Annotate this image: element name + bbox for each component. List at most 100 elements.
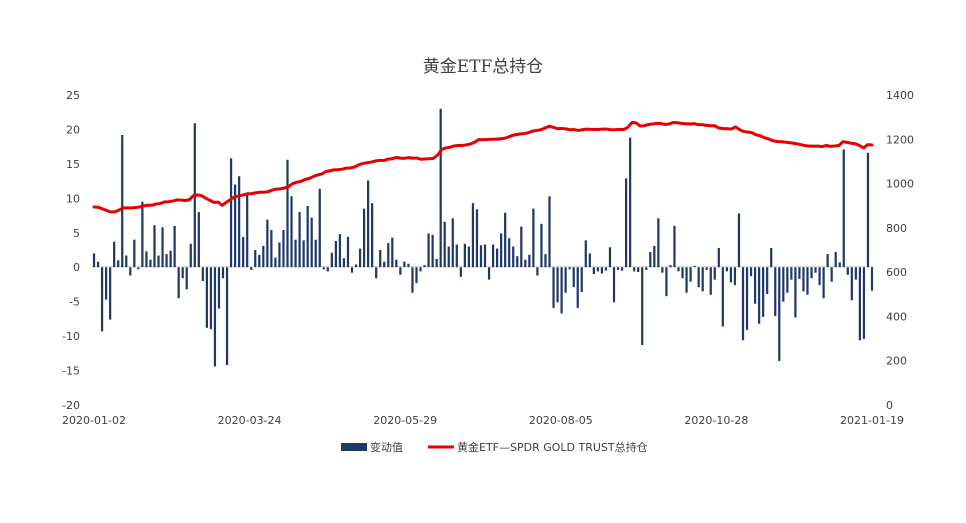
bar-mark <box>254 250 257 268</box>
bar-mark <box>572 267 575 288</box>
bar-mark <box>149 259 152 268</box>
bar-mark <box>415 267 418 284</box>
bar-mark <box>612 267 616 303</box>
bar-mark <box>346 236 350 268</box>
bar-mark <box>145 251 148 268</box>
bar-mark <box>665 267 668 297</box>
bar-mark <box>536 267 539 276</box>
right-axis-tick-label: 200 <box>886 355 907 368</box>
bar-mark <box>407 263 410 268</box>
bar-mark <box>350 267 354 273</box>
left-axis-tick-label: 25 <box>66 89 80 102</box>
bar-mark <box>266 219 269 268</box>
bar-mark <box>778 267 781 361</box>
bar-mark <box>705 267 708 270</box>
bar-mark <box>830 267 833 282</box>
bar-mark <box>100 267 104 332</box>
bar-mark <box>431 234 434 268</box>
bar-mark <box>427 233 430 268</box>
bar-mark <box>455 244 458 268</box>
bar-mark <box>411 267 414 293</box>
bar-mark <box>294 239 297 268</box>
bar-mark <box>399 267 402 275</box>
bar-mark <box>862 267 866 339</box>
bar-mark <box>177 267 180 299</box>
bar-mark <box>242 236 245 268</box>
left-axis-tick-label: -5 <box>69 296 80 309</box>
chart-title: 黄金ETF总持仓 <box>423 57 544 77</box>
bar-mark <box>213 267 217 367</box>
bar-mark <box>794 267 797 318</box>
bar-mark <box>592 267 595 275</box>
bar-mark <box>92 253 96 268</box>
bar-mark <box>500 233 503 268</box>
bar-mark <box>588 253 591 268</box>
bar-mark <box>483 244 487 268</box>
bar-mark <box>604 267 608 271</box>
bar-mark <box>471 203 475 268</box>
bar-mark <box>758 267 761 324</box>
bar-mark <box>689 267 692 282</box>
bar-mark <box>423 265 426 268</box>
bar-mark <box>810 267 813 279</box>
bar-mark <box>141 201 144 268</box>
bar-mark <box>181 267 184 279</box>
bar-mark <box>697 267 700 288</box>
x-axis-tick-label: 2020-03-24 <box>218 414 282 427</box>
bar-mark <box>443 221 446 268</box>
bar-mark <box>358 248 362 268</box>
bar-mark <box>391 237 394 268</box>
bar-mark <box>822 267 825 299</box>
holdings-line <box>92 120 874 214</box>
bar-mark <box>516 256 519 268</box>
bar-mark <box>653 245 656 268</box>
bar-mark <box>419 267 422 272</box>
bar-mark <box>475 209 479 268</box>
bar-mark <box>576 267 579 308</box>
bar-mark <box>733 267 737 286</box>
x-axis-tick-label: 2020-10-28 <box>684 414 748 427</box>
bar-mark <box>326 267 329 272</box>
left-axis-tick-label: 0 <box>73 261 80 274</box>
bar-mark <box>238 176 241 268</box>
bar-series <box>92 108 874 367</box>
bar-mark <box>286 159 289 268</box>
bar-mark <box>681 267 684 279</box>
bar-mark <box>133 239 136 268</box>
right-axis-tick-label: 1200 <box>886 133 914 146</box>
bar-mark <box>657 218 660 268</box>
bar-mark <box>637 267 640 273</box>
bar-mark <box>322 267 325 270</box>
bar-mark <box>217 267 221 309</box>
bar-mark <box>774 267 777 317</box>
bar-mark <box>608 247 612 268</box>
bar-mark <box>290 196 293 268</box>
bar-mark <box>221 267 225 279</box>
x-axis-tick-label: 2020-01-02 <box>62 414 126 427</box>
bar-mark <box>802 267 805 292</box>
bar-mark <box>197 212 200 268</box>
bar-mark <box>798 267 801 279</box>
bar-mark <box>858 267 861 341</box>
left-axis-tick-label: -15 <box>62 365 80 378</box>
bar-mark <box>225 267 229 366</box>
bar-mark <box>544 254 547 268</box>
bar-mark <box>334 241 337 268</box>
bar-mark <box>596 267 599 272</box>
bar-mark <box>185 267 188 290</box>
bar-mark <box>548 196 551 268</box>
bar-mark <box>157 255 160 268</box>
right-axis-ticks: 1400 1200 1000 800 600 400 200 0 <box>886 89 914 412</box>
bar-mark <box>540 223 543 268</box>
bar-mark <box>846 267 849 275</box>
bar-mark <box>701 267 704 292</box>
bar-mark <box>246 193 249 268</box>
left-axis-ticks: 25 20 15 10 5 0 -5 -10 -15 -20 <box>62 89 80 412</box>
bar-mark <box>834 252 837 268</box>
bar-mark <box>298 212 301 268</box>
bar-mark <box>165 254 168 268</box>
bar-mark <box>508 238 511 268</box>
bar-mark <box>616 267 620 270</box>
left-axis-tick-label: 5 <box>73 227 80 240</box>
